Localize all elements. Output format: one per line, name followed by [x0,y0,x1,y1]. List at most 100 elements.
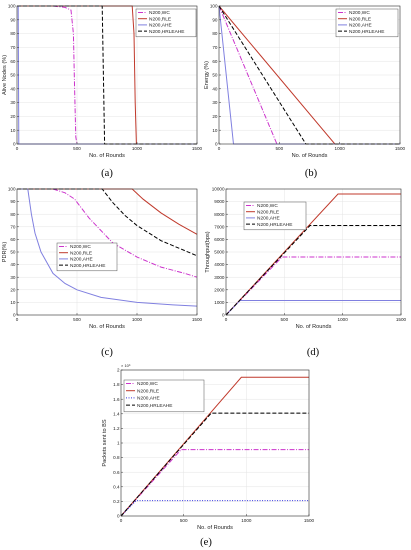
figure-caption: (b) [305,168,318,179]
legend-box [243,201,307,231]
x-tick-label: 0 [225,317,228,322]
y-tick-label: 1 [117,441,120,446]
y-tick-label: 0 [13,142,16,147]
y-tick-label: 30 [10,275,16,280]
chart-d: 0 500 1000 1500 0 1000 2000 3000 4000 5000 6000 700… [205,187,407,358]
series-line-2 [17,188,198,307]
y-exponent-label: × 10⁶ [121,363,131,368]
legend-label: N200,WC [137,381,158,387]
legend-label: N200,RLE [349,16,371,22]
legend-label: N200,RLE [257,209,279,215]
legend-box [56,242,118,272]
legend-label: N200,HRLEAHE [149,29,184,35]
legend-label: N200,HRLEAHE [257,222,292,228]
x-tick-label: 1500 [395,146,406,151]
y-tick-label: 50 [212,73,218,78]
figure-caption: (e) [200,537,212,548]
legend-box [335,8,399,38]
legend-label: N200,HRLEAHE [137,403,172,409]
y-tick-label: 70 [10,224,16,229]
y-tick-label: 10 [10,300,16,305]
y-tick-label: 0 [222,313,225,318]
y-tick-label: 60 [10,59,16,64]
y-tick-label: 70 [10,45,16,50]
y-tick-label: 30 [212,100,218,105]
y-tick-label: 10 [10,128,16,133]
chart-b: 0 500 1000 1500 0 10 20 30 40 50 60 70 80 90 100 No. of… [204,4,406,179]
legend-label: N200,AHE [257,216,280,222]
legend-label: N200,AHE [137,396,160,402]
y-tick-label: 6000 [214,237,225,242]
legend-label: N200,RLE [149,16,171,22]
y-tick-label: 50 [10,250,16,255]
y-tick-label: 0.6 [113,470,120,475]
y-tick-label: 2000 [214,287,225,292]
x-tick-label: 1000 [338,317,349,322]
x-tick-label: 1500 [304,518,315,523]
y-tick-label: 0.8 [113,455,120,460]
x-axis-label: No. of Rounds [197,525,233,531]
x-tick-label: 500 [180,518,188,523]
y-tick-label: 10 [212,128,218,133]
legend-label: N200,HRLEAHE [70,263,105,269]
y-tick-label: 40 [10,86,16,91]
y-tick-label: 1.8 [113,382,120,387]
y-tick-label: 7000 [214,224,225,229]
y-axis-label: PDR(%) [2,242,8,263]
chart-c: 0 500 1000 1500 0 10 20 30 40 50 60 70 80 90 100 No. of… [2,187,203,358]
x-tick-label: 1000 [132,146,143,151]
x-tick-label: 0 [120,518,123,523]
y-tick-label: 10000 [212,187,225,192]
y-tick-label: 4000 [214,262,225,267]
legend-label: N200,AHE [149,23,172,29]
x-tick-label: 0 [16,317,19,322]
y-tick-label: 0.2 [113,499,120,504]
x-tick-label: 0 [218,146,221,151]
x-tick-label: 0 [16,146,19,151]
y-tick-label: 1.2 [113,426,120,431]
y-tick-label: 1.6 [113,397,120,402]
figure-caption: (c) [101,347,113,358]
legend-label: N200,WC [257,203,278,209]
y-tick-label: 1000 [214,300,225,305]
x-tick-label: 1500 [192,146,203,151]
y-tick-label: 30 [10,100,16,105]
chart-a: 0 500 1000 1500 0 10 20 30 40 50 60 70 80 90 100 No. of… [2,4,203,179]
y-tick-label: 8000 [214,212,225,217]
series-line-3 [225,225,401,316]
series-line-3 [17,188,198,257]
y-tick-label: 20 [10,114,16,119]
y-tick-label: 90 [10,199,16,204]
legend-label: N200,WC [349,10,370,16]
y-tick-label: 80 [212,31,218,36]
y-tick-label: 60 [212,59,218,64]
figure-caption: (d) [307,347,320,358]
y-tick-label: 50 [10,73,16,78]
legend-label: N200,RLE [137,388,159,394]
y-tick-label: 2 [117,368,120,373]
x-axis-label: No. of Rounds [89,153,125,159]
series-line-0 [17,188,198,278]
y-tick-label: 100 [210,4,218,9]
y-tick-label: 100 [8,4,16,9]
y-tick-label: 40 [212,86,218,91]
y-tick-label: 80 [10,212,16,217]
y-axis-label: Alive Nodes (%) [2,55,8,95]
legend-label: N200,WC [149,10,170,16]
legend-label: N200,RLE [70,250,92,256]
y-axis-label: Throughput(bps) [205,231,211,272]
x-axis-label: No. of Rounds [292,153,328,159]
y-tick-label: 5000 [214,250,225,255]
y-tick-label: 3000 [214,275,225,280]
y-axis-label: Packets sent to BS [102,419,108,467]
legend-box [123,379,205,413]
x-tick-label: 1500 [192,317,203,322]
y-tick-label: 100 [8,187,16,192]
x-tick-label: 500 [280,317,288,322]
y-tick-label: 80 [10,31,16,36]
x-axis-label: No. of Rounds [89,324,125,330]
y-tick-label: 60 [10,237,16,242]
y-tick-label: 0 [117,514,120,519]
x-tick-label: 1000 [241,518,252,523]
